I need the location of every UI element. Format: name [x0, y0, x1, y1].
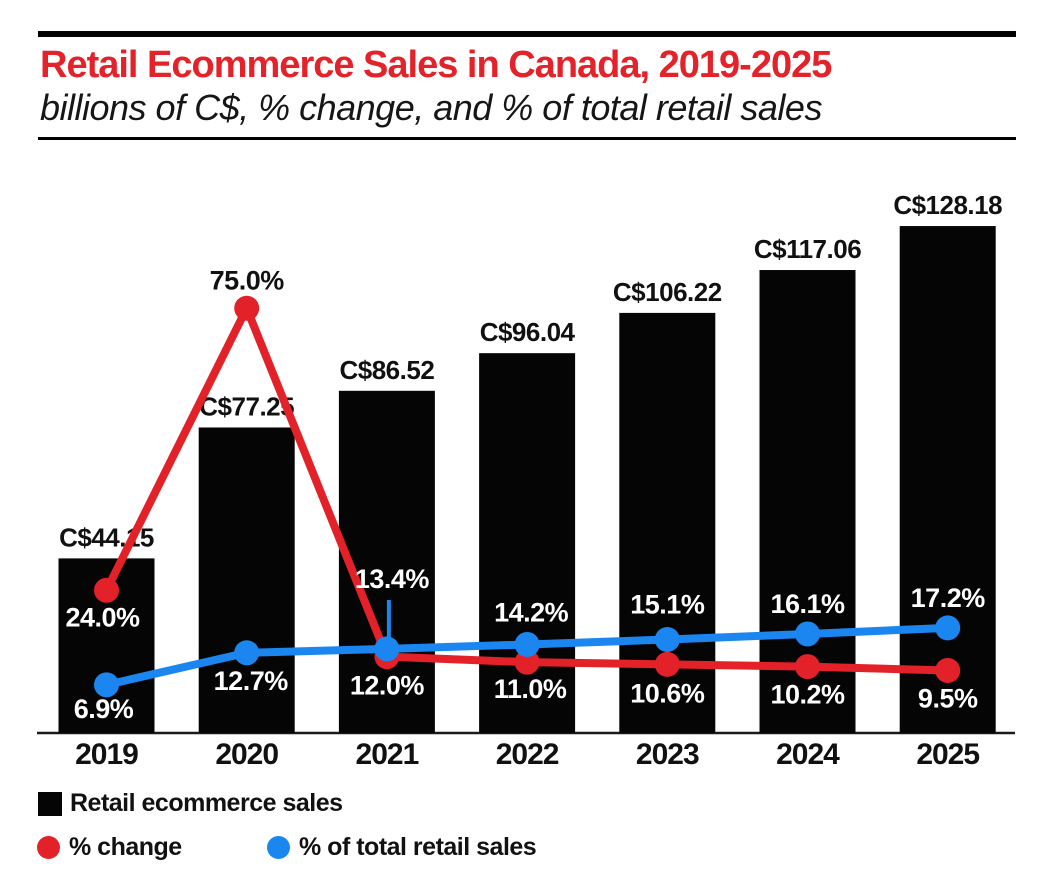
pct-change-point-2022 [514, 649, 540, 675]
legend-red-dot-icon [37, 836, 60, 859]
x-axis-label-2023: 2023 [636, 738, 699, 771]
bar-value-label-2023: C$106.22 [613, 277, 722, 307]
pct-change-label-2025: 9.5% [918, 683, 978, 713]
header-top-rule [38, 31, 1016, 37]
bar-value-label-2022: C$96.04 [480, 317, 576, 347]
share-point-2023 [654, 626, 680, 652]
legend-square-swatch [38, 791, 62, 816]
legend-item-bars: Retail ecommerce sales [38, 789, 343, 818]
share-label-2023: 15.1% [630, 589, 705, 619]
legend-item-share: % of total retail sales [267, 833, 537, 862]
x-axis-label-2020: 2020 [215, 738, 278, 771]
share-label-2020: 12.7% [214, 666, 289, 696]
bar-2020 [198, 427, 295, 733]
bar-2025 [899, 226, 996, 733]
bar-value-label-2021: C$86.52 [339, 355, 434, 385]
pct-change-point-2020 [234, 295, 260, 321]
share-point-2024 [795, 621, 820, 647]
pct-change-label-2020: 75.0% [210, 265, 285, 295]
pct-change-label-2024: 10.2% [770, 680, 845, 710]
bar-value-label-2024: C$117.06 [754, 234, 861, 264]
share-point-2025 [935, 615, 961, 641]
x-axis-label-2022: 2022 [496, 738, 559, 771]
share-point-2022 [514, 631, 540, 657]
pct-change-label-2021: 12.0% [350, 671, 425, 701]
pct-change-point-2023 [654, 651, 680, 677]
share-label-2019: 6.9% [74, 694, 134, 724]
share-point-2021 [374, 636, 400, 662]
header-bottom-rule [38, 137, 1016, 140]
pct-change-label-2022: 11.0% [494, 674, 567, 704]
x-axis-label-2025: 2025 [916, 738, 979, 771]
pct-change-label-2019: 24.0% [65, 602, 140, 632]
legend-label-share: % of total retail sales [299, 833, 537, 861]
legend-label-bars: Retail ecommerce sales [70, 789, 343, 817]
legend-label-pct-change: % change [69, 833, 182, 861]
bar-2021 [338, 390, 435, 733]
share-label-2021: 13.4% [355, 564, 430, 594]
share-point-2019 [94, 672, 119, 698]
share-point-2020 [234, 640, 260, 666]
bar-value-label-2025: C$128.18 [893, 190, 1002, 220]
chart-title: Retail Ecommerce Sales in Canada, 2019-2… [40, 44, 832, 86]
share-label-2024: 16.1% [770, 589, 845, 619]
legend-blue-dot-icon [267, 836, 290, 859]
share-label-2022: 14.2% [494, 597, 569, 627]
share-label-2025: 17.2% [911, 583, 986, 613]
chart-subtitle: billions of C$, % change, and % of total… [40, 87, 822, 128]
pct-change-point-2019 [94, 577, 119, 603]
x-axis-label-2019: 2019 [75, 738, 138, 771]
x-axis-label-2024: 2024 [776, 738, 840, 771]
legend-item-pct-change: % change [37, 833, 182, 862]
x-axis-label-2021: 2021 [356, 738, 419, 771]
pct-change-label-2023: 10.6% [630, 678, 705, 708]
pct-change-point-2025 [935, 657, 961, 683]
pct-change-point-2024 [795, 654, 820, 680]
